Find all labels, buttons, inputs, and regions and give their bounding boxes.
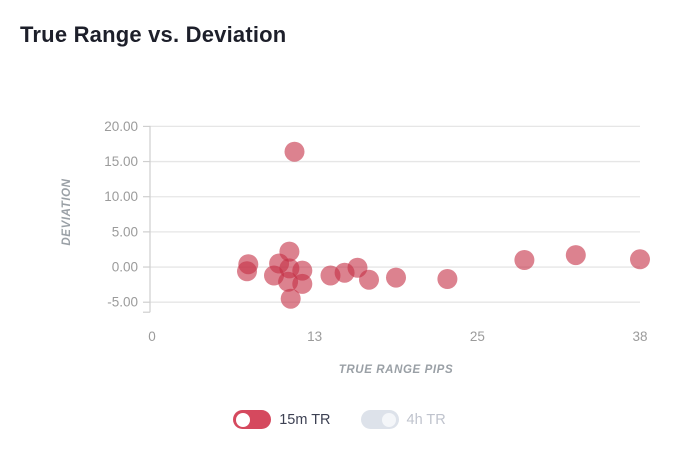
legend-toggle-4h-tr-icon[interactable]: [360, 410, 399, 429]
svg-text:0: 0: [148, 329, 156, 344]
svg-text:38: 38: [632, 329, 647, 344]
svg-text:0.00: 0.00: [112, 260, 138, 275]
legend-item-4h-tr[interactable]: 4h TR: [360, 410, 446, 429]
legend-label-15m-tr[interactable]: 15m TR: [279, 411, 331, 428]
svg-text:15.00: 15.00: [104, 154, 138, 169]
chart-title: True Range vs. Deviation: [20, 22, 287, 47]
x-axis-title: TRUE RANGE PIPS: [338, 364, 454, 376]
svg-text:20.00: 20.00: [104, 119, 138, 134]
scatter-plot: 20.00 15.00 10.00 5.00 0.00 -5.00 0 13 25 38: [104, 119, 650, 344]
chart-legend: 15m TR 4h TR: [0, 410, 679, 429]
legend-toggle-15m-tr-icon[interactable]: [233, 410, 272, 429]
svg-text:13: 13: [307, 329, 322, 344]
toggle-knob-icon: [236, 412, 251, 427]
legend-item-15m-tr[interactable]: 15m TR: [233, 410, 331, 429]
svg-text:10.00: 10.00: [104, 189, 138, 204]
legend-label-4h-tr[interactable]: 4h TR: [406, 411, 446, 428]
toggle-knob-icon: [381, 412, 396, 427]
svg-text:25: 25: [470, 329, 485, 344]
svg-text:-5.00: -5.00: [107, 295, 138, 310]
svg-text:5.00: 5.00: [112, 224, 138, 239]
